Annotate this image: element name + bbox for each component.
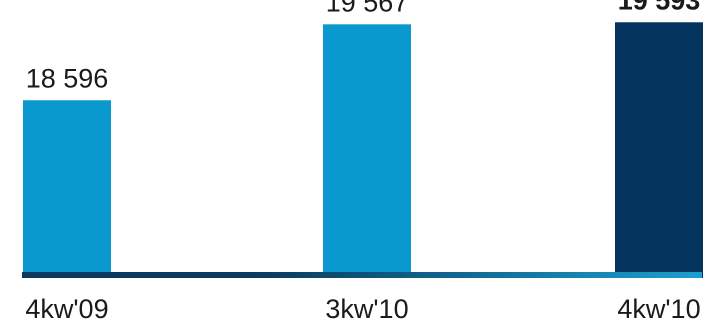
- category-label-2: 3kw'10: [325, 294, 408, 324]
- x-axis-baseline: [22, 272, 702, 278]
- data-label-1: 18 596: [26, 63, 109, 93]
- bar-2: [323, 24, 411, 278]
- bars-layer: [23, 22, 703, 278]
- bar-1: [23, 100, 111, 278]
- data-label-3: 19 593: [618, 0, 701, 15]
- category-label-1: 4kw'09: [25, 294, 108, 324]
- data-label-2: 19 567: [326, 0, 409, 17]
- category-labels-layer: 4kw'09 3kw'10 4kw'10: [25, 294, 700, 324]
- category-label-3: 4kw'10: [617, 294, 700, 324]
- bar-3: [615, 22, 703, 278]
- value-labels-layer: 18 596 19 567 19 593: [26, 0, 701, 93]
